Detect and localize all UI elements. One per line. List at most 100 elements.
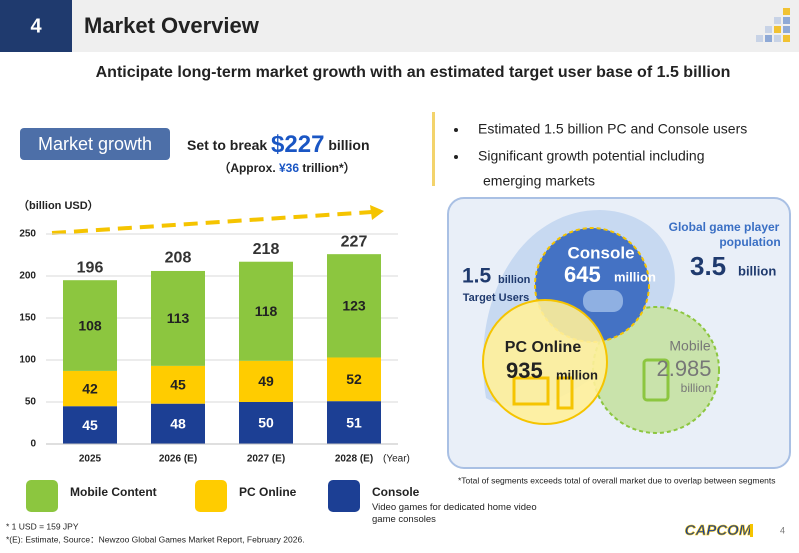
- header-number: 4: [30, 15, 42, 37]
- bar-segment: [151, 270, 205, 366]
- y-tick-label: 100: [19, 355, 36, 366]
- headline-amount: $227: [271, 131, 324, 158]
- console-unit: million: [614, 269, 656, 284]
- y-tick-label: 0: [30, 439, 36, 450]
- data-label: 42: [82, 380, 98, 396]
- bar-segment: [63, 280, 117, 371]
- console-name: Console: [567, 243, 634, 262]
- pc-icon: [512, 376, 550, 406]
- headline-prefix: Set to break: [187, 137, 267, 153]
- population-label: population: [719, 235, 780, 249]
- mobile-amount: 2.985: [656, 356, 711, 381]
- data-label: 108: [78, 317, 102, 333]
- mobile-icon: [642, 358, 670, 402]
- population-unit: billion: [738, 263, 776, 278]
- bar-segment: [327, 357, 381, 402]
- header-bar: [0, 0, 799, 52]
- data-label: 52: [346, 371, 362, 387]
- trend-arrow: [51, 210, 373, 235]
- data-label: 45: [170, 376, 186, 392]
- legend-label: PC Online: [239, 485, 297, 499]
- bullet: Significant growth potential including: [478, 148, 704, 164]
- logo: CAPCOM: [685, 522, 752, 539]
- target-amount: 1.5: [462, 265, 492, 288]
- headline-note: （Approx. ¥36 trillion*）: [218, 160, 355, 175]
- footnote: *(E): Estimate, Source：Newzoo Global Gam…: [6, 534, 305, 544]
- total-label: 196: [77, 260, 104, 277]
- venn-footnote: *Total of segments exceeds total of over…: [458, 475, 776, 485]
- mobile-unit: billion: [681, 381, 712, 395]
- note-prefix: （Approx.: [218, 160, 279, 175]
- legend-swatch: [26, 480, 58, 512]
- x-tick-label: 2027 (E): [247, 454, 285, 465]
- pc-name: PC Online: [505, 339, 582, 356]
- legend-label: Console: [372, 485, 420, 499]
- legend-swatch: [328, 480, 360, 512]
- bar-segment: [63, 406, 117, 444]
- logo-bar: [750, 524, 753, 537]
- total-label: 227: [341, 234, 368, 251]
- bar-segment: [239, 360, 293, 402]
- population-label: Global game player: [669, 220, 780, 234]
- target-unit: billion: [498, 274, 531, 286]
- trend-arrow-head: [370, 205, 384, 220]
- console-amount: 645: [564, 262, 601, 287]
- chart: （billion USD） (Year) 0 50 100 150 200 250 45 42…: [18, 199, 410, 465]
- legend-label: Mobile Content: [70, 485, 157, 499]
- note-suffix: trillion*）: [299, 160, 356, 175]
- y-tick-label: 50: [25, 397, 37, 408]
- y-tick-label: 250: [19, 229, 36, 240]
- header-number-box: [0, 0, 72, 52]
- legend-description: Video games for dedicated home video game…: [372, 502, 537, 525]
- mobile-name: Mobile: [669, 338, 710, 354]
- console-icon: [583, 290, 623, 312]
- population-amount: 3.5: [690, 251, 726, 281]
- data-label: 49: [258, 373, 274, 389]
- badge: Market growth: [38, 134, 152, 154]
- bullet-rule: [432, 112, 435, 186]
- headline-suffix: billion: [328, 137, 369, 153]
- x-tick-label: 2026 (E): [159, 454, 197, 465]
- bar-segment: [239, 261, 293, 361]
- y-axis-label: （billion USD）: [18, 199, 99, 212]
- data-label: 50: [258, 415, 274, 431]
- badge-box: [20, 128, 170, 160]
- y-tick-label: 150: [19, 313, 36, 324]
- bullet: Estimated 1.5 billion PC and Console use…: [478, 121, 747, 137]
- header-title: Market Overview: [84, 13, 260, 38]
- data-label: 113: [167, 310, 190, 326]
- legend: Mobile Content PC Online Console Video game…: [26, 480, 537, 525]
- total-label: 218: [253, 241, 280, 258]
- header-decoration: [756, 8, 790, 42]
- bar-segment: [151, 403, 205, 444]
- subtitle: Anticipate long-term market growth with …: [96, 64, 731, 81]
- x-tick-label: 2028 (E): [335, 454, 373, 465]
- y-tick-label: 200: [19, 271, 36, 282]
- bullet: emerging markets: [483, 173, 595, 189]
- bar-segment: [151, 365, 205, 404]
- pc-unit: million: [556, 367, 598, 382]
- bar-segment: [239, 402, 293, 444]
- total-label: 208: [165, 249, 192, 266]
- data-label: 118: [255, 303, 278, 319]
- pc-amount: 935: [506, 358, 543, 383]
- footnote: * 1 USD = 159 JPY: [6, 521, 79, 531]
- target-label: Target Users: [463, 292, 529, 304]
- x-tick-label: 2025: [79, 454, 102, 465]
- note-amount: ¥36: [279, 161, 299, 175]
- headline: Set to break $227 billion: [187, 131, 370, 158]
- data-label: 123: [342, 298, 366, 314]
- data-label: 48: [170, 416, 186, 432]
- pc-icon: [556, 376, 574, 410]
- bar-segment: [327, 401, 381, 444]
- x-axis-label: (Year): [383, 454, 410, 465]
- legend-swatch: [195, 480, 227, 512]
- data-label: 51: [346, 414, 362, 430]
- venn-panel: Console 645 million PC Online 935 millio…: [447, 197, 791, 469]
- bullet-dot: [454, 128, 458, 132]
- bar-segment: [63, 370, 117, 407]
- bullet-dot: [454, 155, 458, 159]
- bar-segment: [327, 254, 381, 358]
- page-number: 4: [780, 525, 785, 535]
